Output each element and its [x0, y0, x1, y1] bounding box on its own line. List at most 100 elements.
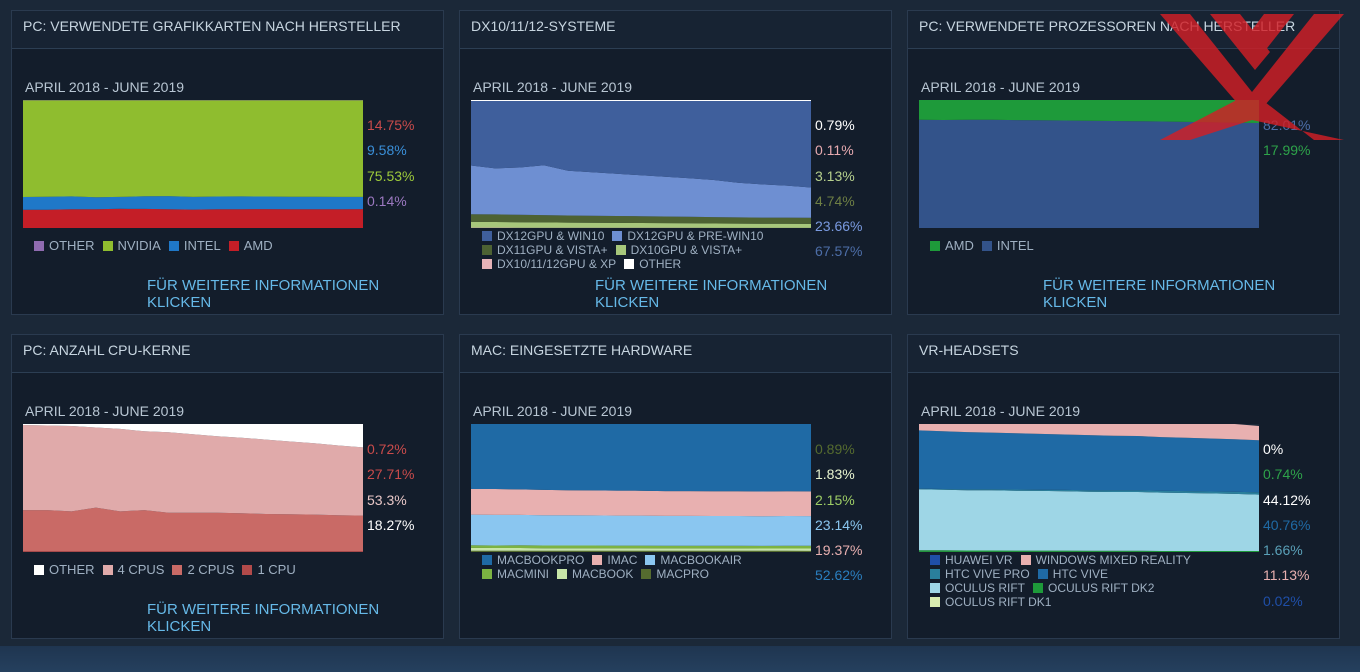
legend-item-amd: AMD — [228, 238, 273, 254]
percent-value: 17.99% — [1263, 142, 1311, 159]
legend-item-dx10gpu-vista: DX10GPU & Vista+ — [615, 243, 743, 257]
percent-value: 40.76% — [1263, 516, 1311, 533]
legend-label: DX10GPU & Vista+ — [630, 243, 743, 257]
legend-swatch — [172, 565, 183, 575]
more-info-link[interactable]: FÜR WEITERE INFORMATIONEN KLICKEN — [147, 277, 380, 311]
percent-list: 0.79% 0.11% 3.13% 4.74% 23.66% 67.57% — [815, 113, 862, 265]
percent-list: 0% 0.74% 44.12% 40.76% 1.66% 11.13% 0.02% — [1263, 437, 1310, 614]
more-info-link[interactable]: FÜR WEITERE INFORMATIONEN KLICKEN — [147, 601, 380, 635]
percent-value: 1.83% — [815, 466, 855, 483]
legend-label: WINDOWS MIXED REALITY — [1035, 553, 1191, 567]
percent-value: 18.27% — [367, 516, 415, 533]
legend-item-intel: INTEL — [168, 238, 221, 254]
legend-item-1-cpu: 1 CPU — [242, 562, 296, 578]
area-series-macbookair — [471, 514, 811, 546]
legend-label: 1 CPU — [257, 562, 296, 577]
legend-row: OCULUS RIFT DK1 — [930, 595, 1199, 609]
legend-label: NVIDIA — [117, 238, 161, 253]
percent-value: 11.13% — [1263, 567, 1310, 584]
percent-value: 23.66% — [815, 218, 863, 235]
legend-item-other: OTHER — [34, 238, 95, 254]
legend-swatch — [102, 241, 113, 251]
area-series-intel — [919, 119, 1259, 228]
legend-item-htc-vive: HTC VIVE — [1037, 567, 1108, 581]
legend-swatch — [615, 245, 626, 255]
watermark-logo — [1160, 14, 1344, 140]
legend-item-htc-vive-pro: HTC VIVE PRO — [930, 567, 1030, 581]
period-label: APRIL 2018 - JUNE 2019 — [921, 79, 1081, 95]
legend-swatch — [930, 583, 940, 593]
legend-label: MACBOOKAIR — [660, 553, 742, 567]
more-info-link[interactable]: FÜR WEITERE INFORMATIONEN KLICKEN — [1043, 277, 1276, 311]
area-series-4-cpus — [23, 425, 363, 516]
percent-value: 0.79% — [815, 117, 855, 133]
legend-label: IMAC — [607, 553, 638, 567]
area-series-intel — [23, 196, 363, 210]
legend-swatch — [482, 569, 492, 579]
percent-value: 0.14% — [367, 192, 407, 209]
panel-vr-headsets: VR-HEADSETS APRIL 2018 - JUNE 2019 0% 0.7… — [907, 334, 1340, 639]
area-chart — [471, 100, 811, 228]
legend-item-4-cpus: 4 CPUS — [102, 562, 165, 578]
legend-swatch — [34, 565, 44, 575]
legend-label: DX10/11/12GPU & XP — [497, 257, 617, 271]
percent-value: 1.66% — [1263, 542, 1303, 559]
legend-swatch — [930, 241, 940, 251]
area-chart — [919, 424, 1259, 552]
legend-swatch — [1033, 583, 1044, 593]
legend-swatch — [34, 241, 44, 251]
legend-label: OTHER — [49, 238, 95, 253]
percent-value: 0.89% — [815, 441, 855, 457]
legend-label: OCULUS RIFT — [945, 581, 1026, 595]
panel-title: PC: ANZAHL CPU-KERNE — [12, 335, 443, 373]
legend-label: INTEL — [183, 238, 221, 253]
legend-label: INTEL — [996, 238, 1034, 253]
legend-item-macbookpro: MACBOOKPRO — [482, 553, 584, 567]
legend-swatch — [557, 569, 567, 579]
legend-label: 2 CPUS — [187, 562, 235, 577]
legend-item-huawei-vr: HUAWEI VR — [930, 553, 1013, 567]
legend-item-macbook: MACBOOK — [557, 567, 633, 581]
percent-value: 4.74% — [815, 192, 855, 209]
legend-swatch — [102, 565, 113, 575]
period-label: APRIL 2018 - JUNE 2019 — [25, 403, 185, 419]
percent-value: 0.11% — [815, 142, 854, 159]
legend-swatch — [1037, 569, 1048, 579]
area-series-macmini — [471, 545, 811, 549]
area-series-dx10gpu-vista — [471, 221, 811, 228]
legend-row: OTHER 4 CPUS 2 CPUS 1 CPU — [34, 562, 304, 578]
legend-label: HUAWEI VR — [945, 553, 1013, 567]
legend-label: DX12GPU & WIN10 — [497, 229, 605, 243]
legend-row: MACBOOKPRO IMAC MACBOOKAIR — [482, 553, 750, 567]
panel-dx-systems: DX10/11/12-SYSTEME APRIL 2018 - JUNE 201… — [459, 10, 892, 315]
area-series-nvidia — [23, 100, 363, 198]
percent-value: 53.3% — [367, 491, 407, 508]
legend-item-oculus-rift-dk2: OCULUS RIFT DK2 — [1033, 581, 1154, 595]
legend-row: DX10/11/12GPU & XP OTHER — [482, 257, 771, 271]
legend-swatch — [612, 231, 623, 241]
legend-swatch — [168, 241, 179, 251]
area-series-macbookpro — [471, 424, 811, 492]
percent-value: 9.58% — [367, 142, 407, 159]
legend-row: AMD INTEL — [930, 238, 1042, 254]
legend-label: 4 CPUS — [117, 562, 165, 577]
percent-list: 0.89% 1.83% 2.15% 23.14% 19.37% 52.62% — [815, 437, 862, 589]
area-chart — [23, 100, 363, 228]
legend-item-macmini: MACMINI — [482, 567, 549, 581]
area-chart — [471, 424, 811, 552]
legend-label: MACPRO — [656, 567, 710, 581]
area-series-other — [23, 424, 363, 448]
legend-swatch — [592, 555, 603, 565]
legend-label: DX12GPU & Pre-WIN10 — [627, 229, 764, 243]
percent-value: 0.02% — [1263, 592, 1303, 609]
panel-cpu-cores: PC: ANZAHL CPU-KERNE APRIL 2018 - JUNE 2… — [11, 334, 444, 639]
percent-value: 0.72% — [367, 441, 407, 457]
area-series-other — [471, 100, 811, 101]
legend-item-amd: AMD — [930, 238, 974, 254]
legend-label: HTC VIVE PRO — [945, 567, 1030, 581]
area-series-macbook — [471, 547, 811, 551]
area-series-1-cpu — [23, 551, 363, 552]
more-info-link[interactable]: FÜR WEITERE INFORMATIONEN KLICKEN — [595, 277, 828, 311]
area-series-htc-vive-pro — [919, 488, 1259, 495]
legend-row: HUAWEI VR WINDOWS MIXED REALITY — [930, 553, 1199, 567]
